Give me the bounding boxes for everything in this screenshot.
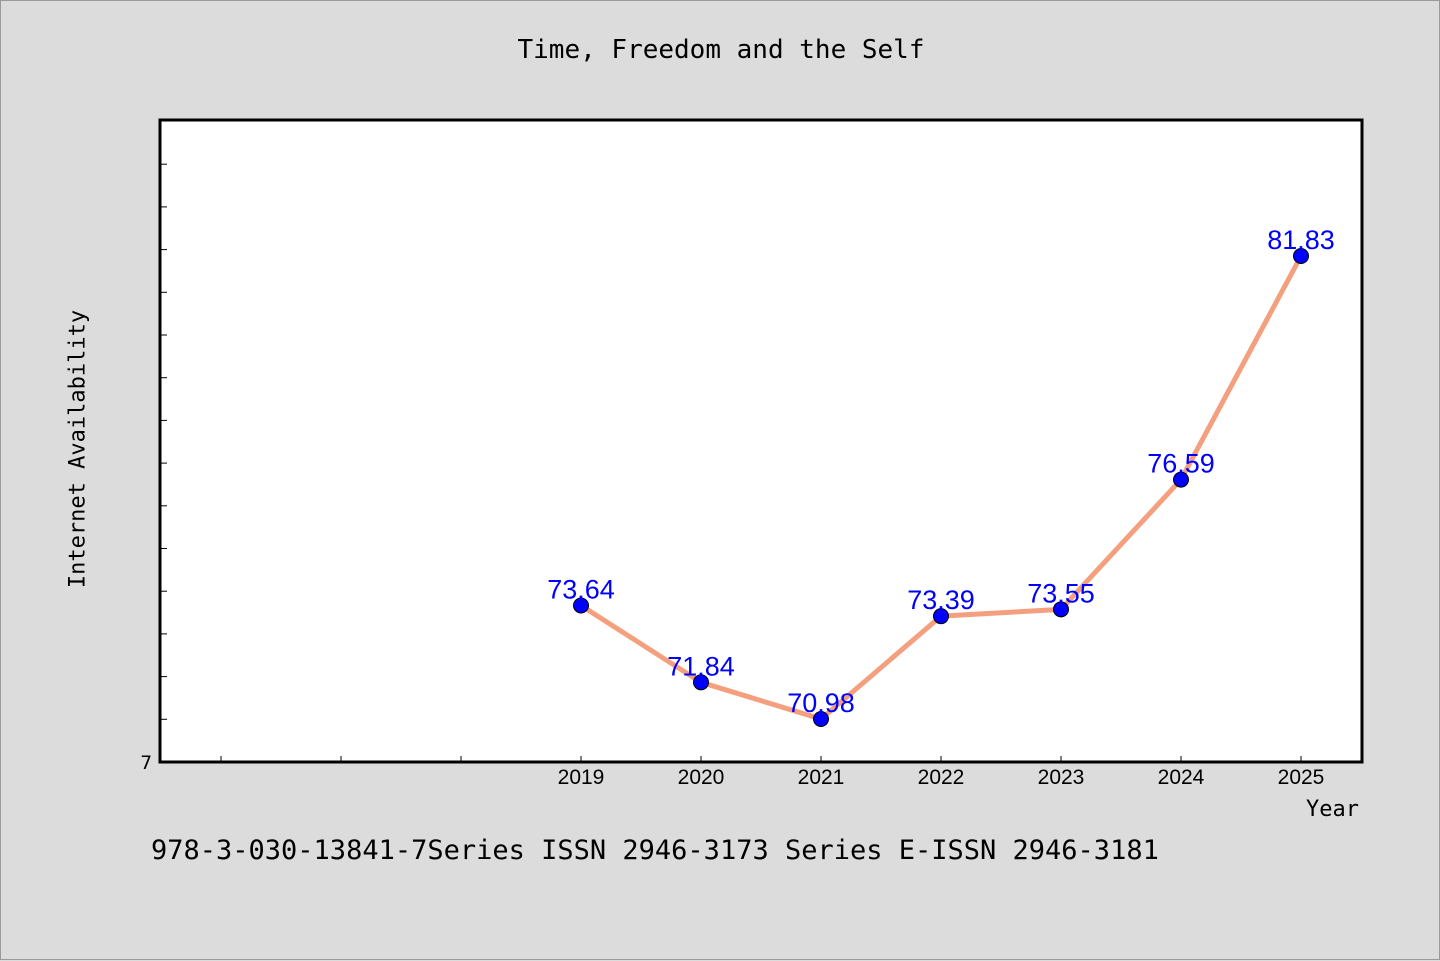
x-axis-ticks: 2019 2020 2021 2022 2023 2024 2025 [220,756,1325,789]
data-label: 71.84 [667,651,735,681]
data-label: 70.98 [787,688,855,718]
data-point [933,608,949,625]
y-axis-label: Internet Availability [65,309,91,589]
y-axis-ticks: 7 [141,163,167,774]
x-axis-label: Year [1306,797,1359,822]
data-point [1293,248,1309,264]
chart-title: Time, Freedom and the Self [517,35,925,65]
x-tick-label: 2020 [678,766,725,789]
x-tick-label: 2024 [1158,766,1205,789]
data-label: 81.83 [1267,225,1335,255]
data-labels-layer: 73.64 71.84 70.98 73.39 73.55 76.59 81.83 [547,225,1335,718]
x-tick-label: 2019 [558,766,605,789]
y-tick-label: 7 [141,752,152,774]
data-label: 73.64 [547,574,615,604]
data-label: 73.39 [907,585,975,615]
data-point [573,597,589,614]
x-tick-label: 2021 [798,766,845,789]
x-tick-label: 2025 [1278,766,1325,789]
series-layer [573,248,1309,727]
data-label: 76.59 [1147,449,1215,479]
data-label: 73.55 [1027,578,1095,608]
data-point [1053,601,1069,618]
x-tick-label: 2022 [918,766,965,789]
data-point [1173,471,1189,488]
plot-area [158,118,1364,764]
isbn-issn-footnote: 978-3-030-13841-7Series ISSN 2946-3173 S… [151,835,1159,866]
data-point [693,674,709,691]
data-point [813,711,829,727]
x-tick-label: 2023 [1038,766,1085,789]
